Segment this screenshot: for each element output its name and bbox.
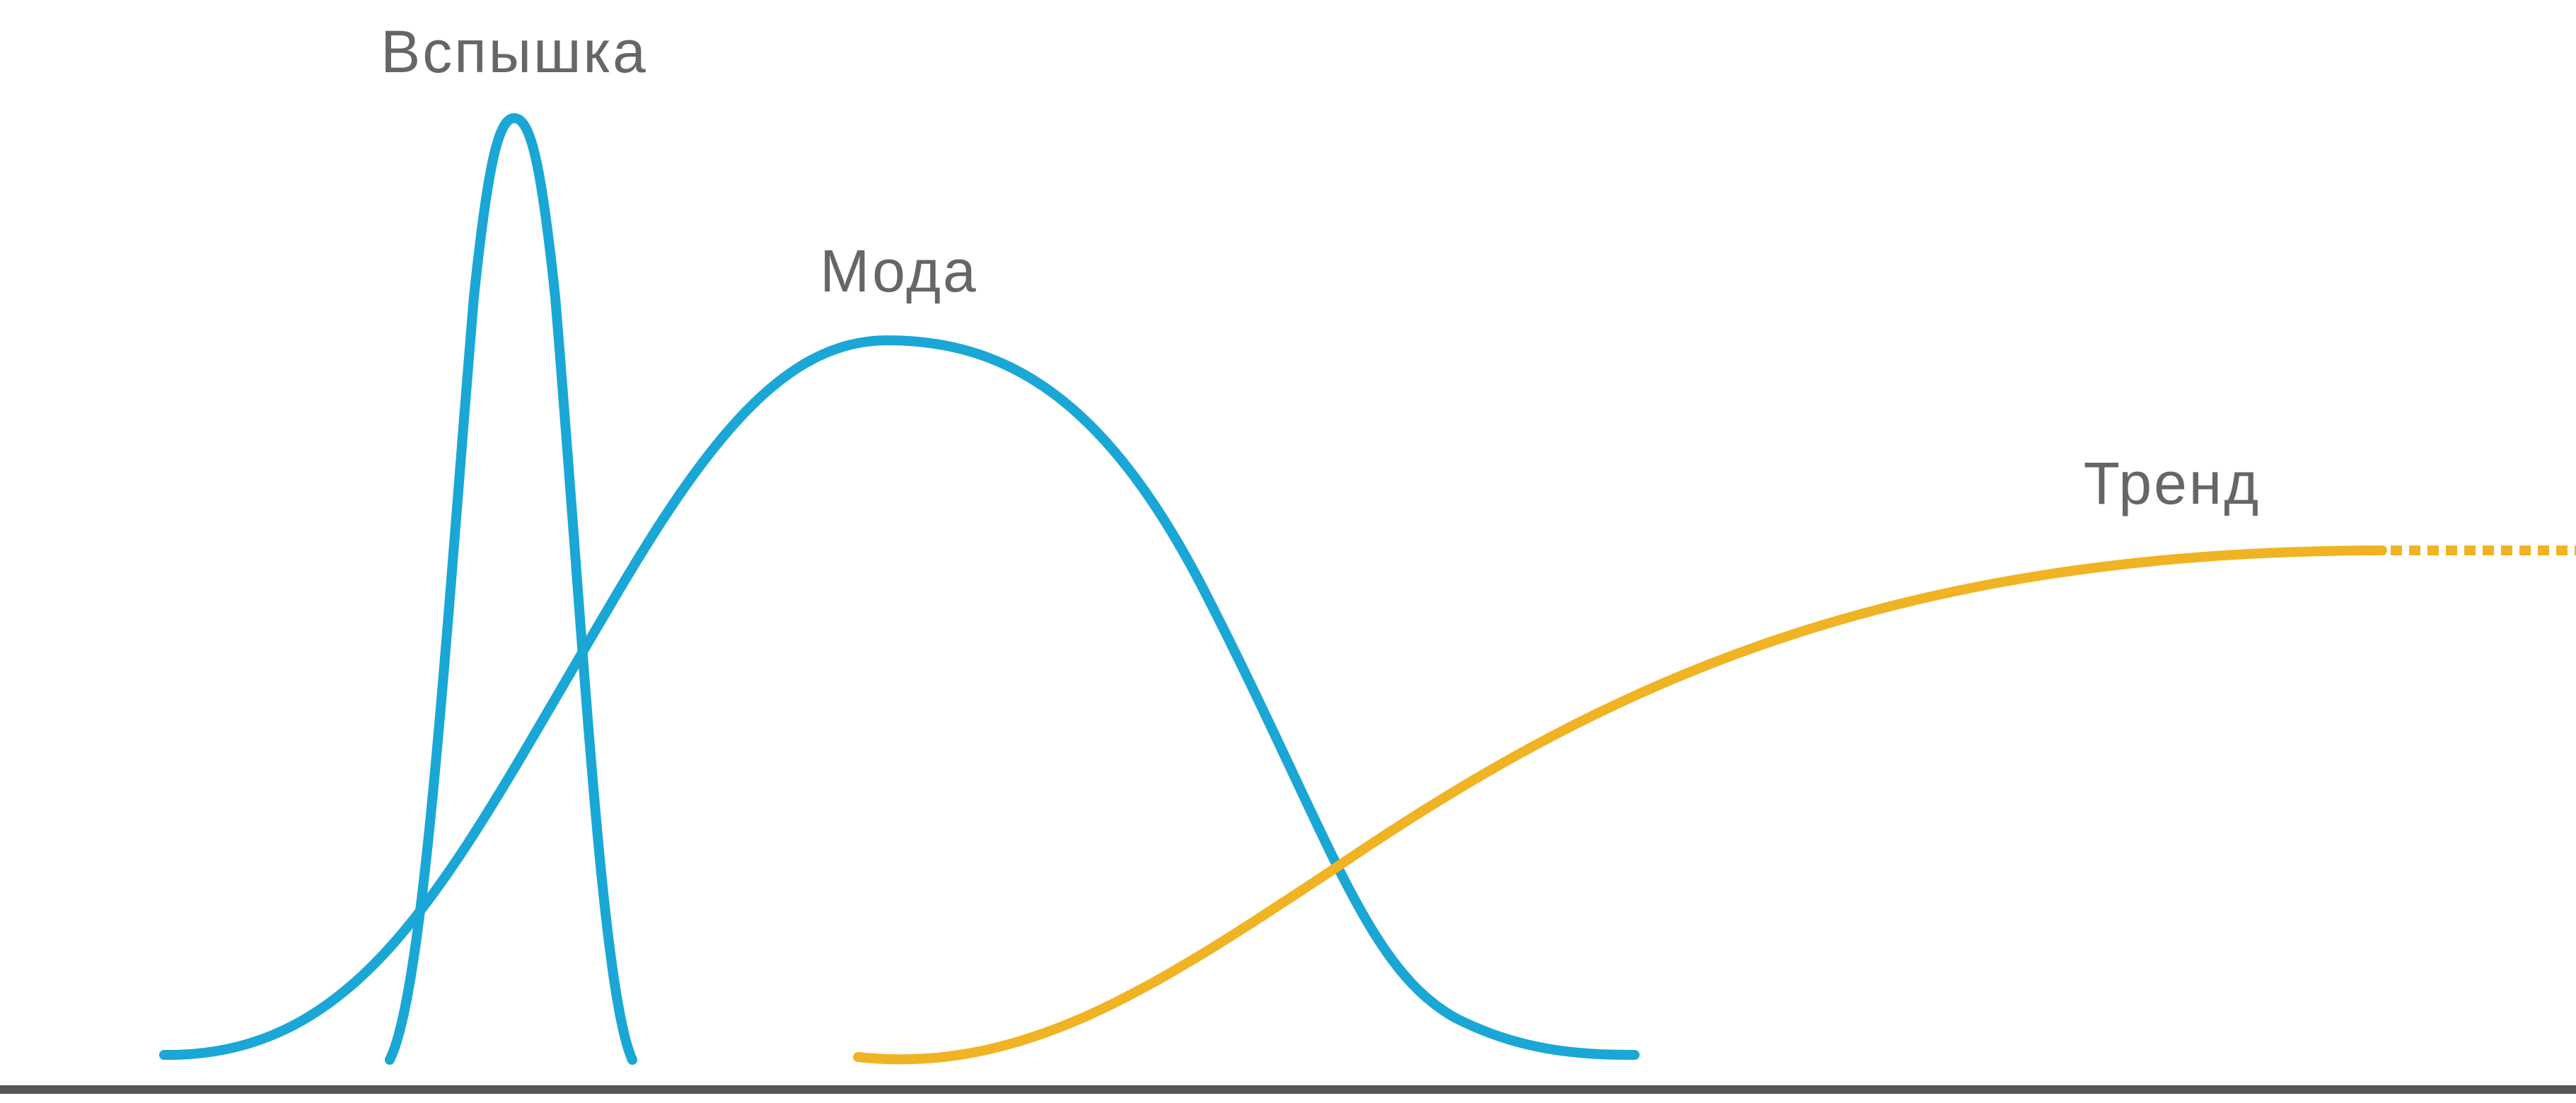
- trend-label: Тренд: [2084, 450, 2261, 516]
- fad-curve: [159, 335, 1640, 1061]
- fad-label: Мода: [820, 238, 978, 304]
- trend-curve: [853, 545, 2387, 1065]
- flash-curve: [385, 112, 637, 1065]
- flash-label: Вспышка: [381, 18, 648, 85]
